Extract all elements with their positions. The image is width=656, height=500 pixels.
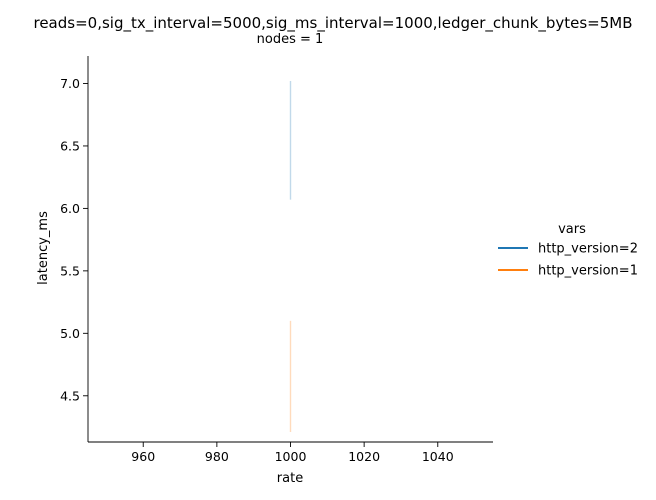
- y-tick-label: 7.0: [60, 76, 80, 91]
- legend-title: vars: [558, 222, 586, 237]
- legend: vars http_version=2 http_version=1: [498, 222, 638, 279]
- y-tick-label: 6.0: [60, 201, 80, 216]
- x-tick-label: 980: [205, 449, 229, 464]
- x-tick-label: 1040: [422, 449, 454, 464]
- x-tick-label: 1020: [348, 449, 380, 464]
- x-tick-label: 1000: [275, 449, 307, 464]
- y-axis-label: latency_ms: [36, 211, 51, 285]
- x-ticks: 960 980 1000 1020 1040: [131, 442, 454, 464]
- legend-label: http_version=2: [538, 242, 638, 257]
- legend-items: http_version=2 http_version=1: [498, 242, 638, 279]
- legend-label: http_version=1: [538, 264, 638, 279]
- y-tick-label: 6.5: [60, 138, 80, 153]
- y-tick-label: 5.5: [60, 263, 80, 278]
- chart-suptitle: reads=0,sig_tx_interval=5000,sig_ms_inte…: [33, 14, 632, 33]
- y-ticks: 4.5 5.0 5.5 6.0 6.5 7.0: [60, 76, 88, 403]
- x-tick-label: 960: [131, 449, 155, 464]
- y-tick-label: 4.5: [60, 388, 80, 403]
- panel-title: nodes = 1: [257, 32, 324, 47]
- y-tick-label: 5.0: [60, 326, 80, 341]
- x-axis-label: rate: [277, 471, 303, 486]
